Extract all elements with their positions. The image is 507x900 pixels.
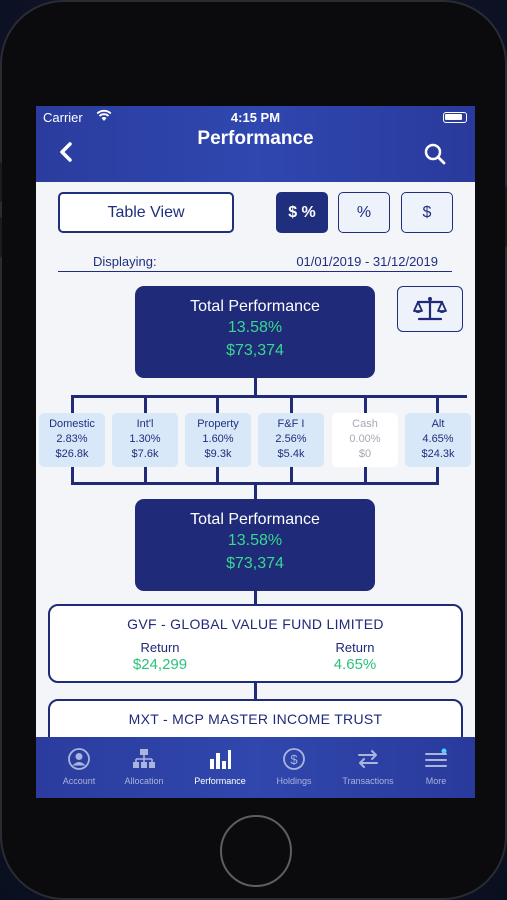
category-name: Property (197, 418, 239, 430)
connector-line (216, 467, 219, 485)
battery-icon (443, 112, 467, 123)
wifi-icon (96, 109, 112, 121)
category-card-property[interactable]: Property 1.60% $9.3k (185, 413, 251, 467)
category-amount: $7.6k (131, 448, 159, 460)
total-performance-title: Total Performance (190, 298, 320, 315)
table-view-button[interactable]: Table View (58, 192, 234, 233)
menu-icon (425, 748, 447, 767)
total-performance-percent: 13.58% (227, 532, 283, 549)
category-amount: $5.4k (277, 448, 305, 460)
return-percent-column: Return 4.65% (305, 640, 405, 673)
tab-account[interactable]: Account (44, 747, 114, 786)
date-range[interactable]: 01/01/2019 - 31/12/2019 (296, 254, 438, 269)
connector-line (144, 395, 147, 413)
bar-chart-icon (210, 750, 231, 769)
balance-scale-icon (413, 296, 447, 321)
user-icon (68, 748, 90, 770)
power-button (505, 187, 507, 247)
connector-line (71, 395, 467, 398)
dollar-coin-icon: $ (283, 748, 305, 770)
category-name: F&F I (277, 418, 305, 430)
fund-name: MXT - MCP MASTER INCOME TRUST (128, 711, 383, 727)
return-value: 4.65% (333, 656, 377, 673)
fund-card-gvf[interactable]: GVF - GLOBAL VALUE FUND LIMITED Return $… (48, 604, 463, 683)
category-amount: $9.3k (204, 448, 232, 460)
app-screen: Carrier 4:15 PM Performance Table View $ (36, 106, 475, 798)
connector-line (290, 395, 293, 413)
carrier-label: Carrier (43, 110, 83, 125)
swap-arrows-icon (358, 750, 378, 768)
tab-holdings[interactable]: $ Holdings (259, 747, 329, 786)
bottom-tab-bar: Account Allocation Pe (36, 737, 475, 798)
tab-label: Transactions (342, 776, 394, 786)
return-label: Return (335, 640, 375, 655)
return-value: $24,299 (132, 656, 188, 673)
tab-label: Allocation (124, 776, 164, 786)
fund-name: GVF - GLOBAL VALUE FUND LIMITED (127, 616, 384, 632)
category-name: Domestic (49, 418, 95, 430)
tab-label: Performance (194, 776, 246, 786)
tab-label: Account (62, 776, 96, 786)
category-name: Int'l (136, 418, 154, 430)
app-header: Carrier 4:15 PM Performance (36, 106, 475, 182)
category-name: Alt (431, 418, 445, 430)
tab-performance[interactable]: Performance (185, 747, 255, 786)
percent-toggle[interactable]: % (338, 192, 390, 233)
category-card-intl[interactable]: Int'l 1.30% $7.6k (112, 413, 178, 467)
category-percent: 1.30% (129, 433, 161, 445)
status-time: 4:15 PM (230, 110, 281, 125)
performance-content: Table View $ % % $ Displaying: 01/01/201… (36, 182, 475, 759)
search-icon[interactable] (423, 142, 447, 166)
connector-line (144, 467, 147, 485)
connector-line (254, 591, 257, 604)
tab-label: Holdings (276, 776, 312, 786)
total-performance-percent: 13.58% (227, 319, 283, 336)
tab-allocation[interactable]: Allocation (109, 747, 179, 786)
page-title: Performance (197, 128, 314, 149)
svg-text:$: $ (290, 752, 298, 767)
category-percent: 1.60% (202, 433, 234, 445)
total-performance-title: Total Performance (190, 511, 320, 528)
tab-label: More (425, 776, 447, 786)
tab-transactions[interactable]: Transactions (333, 747, 403, 786)
connector-line (364, 395, 367, 413)
return-label: Return (140, 640, 180, 655)
category-percent: 2.83% (56, 433, 88, 445)
hierarchy-icon (133, 749, 155, 768)
status-bar: Carrier 4:15 PM (36, 109, 475, 127)
compare-button[interactable] (397, 286, 463, 332)
total-performance-amount: $73,374 (226, 555, 284, 572)
displaying-label: Displaying: (93, 254, 157, 269)
category-percent: 2.56% (275, 433, 307, 445)
category-amount: $0 (358, 448, 372, 460)
category-card-ffi[interactable]: F&F I 2.56% $5.4k (258, 413, 324, 467)
home-button[interactable] (220, 815, 292, 887)
back-chevron-icon[interactable] (56, 141, 78, 163)
date-range-row: Displaying: 01/01/2019 - 31/12/2019 (58, 254, 452, 272)
connector-line (216, 395, 219, 413)
total-performance-card[interactable]: Total Performance 13.58% $73,374 (135, 286, 375, 378)
category-card-domestic[interactable]: Domestic 2.83% $26.8k (39, 413, 105, 467)
total-performance-amount: $73,374 (226, 342, 284, 359)
category-card-alt[interactable]: Alt 4.65% $24.3k (405, 413, 471, 467)
connector-line (254, 378, 257, 397)
return-dollar-column: Return $24,299 (110, 640, 210, 673)
volume-button (0, 162, 2, 202)
category-amount: $24.3k (421, 448, 455, 460)
category-card-cash[interactable]: Cash 0.00% $0 (332, 413, 398, 467)
connector-line (290, 467, 293, 485)
total-performance-card[interactable]: Total Performance 13.58% $73,374 (135, 499, 375, 591)
connector-line (364, 467, 367, 485)
category-percent: 4.65% (422, 433, 454, 445)
dollar-percent-toggle[interactable]: $ % (276, 192, 328, 233)
category-percent: 0.00% (349, 433, 381, 445)
tab-more[interactable]: More (401, 747, 471, 786)
dollar-toggle[interactable]: $ (401, 192, 453, 233)
volume-button (0, 217, 2, 257)
category-name: Cash (352, 418, 378, 430)
connector-line (254, 482, 257, 500)
category-amount: $26.8k (55, 448, 89, 460)
connector-line (254, 683, 257, 701)
